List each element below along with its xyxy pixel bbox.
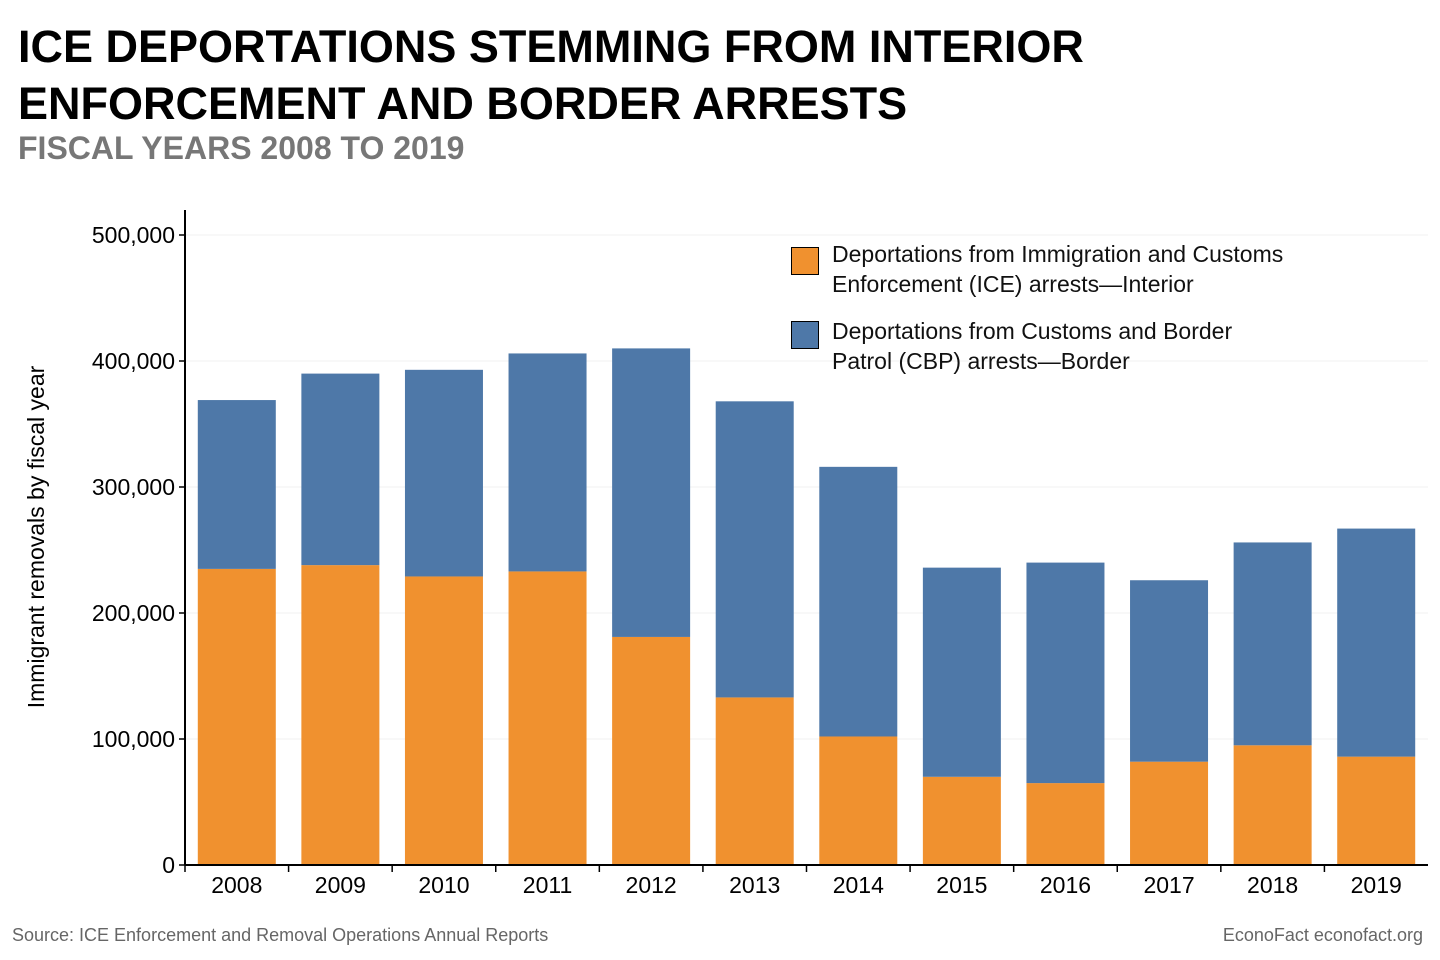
x-tick-label: 2008 <box>211 872 262 898</box>
bar-interior <box>508 571 587 865</box>
bar-interior <box>819 736 898 865</box>
bar-interior <box>301 565 380 865</box>
legend-swatch-border <box>791 321 819 349</box>
bar-interior <box>197 568 276 865</box>
source-note: Source: ICE Enforcement and Removal Oper… <box>12 925 549 945</box>
bar-interior <box>1337 756 1416 865</box>
bar-interior <box>612 636 691 865</box>
y-tick-label: 100,000 <box>92 726 175 752</box>
title-line-1: ICE DEPORTATIONS STEMMING FROM INTERIOR <box>18 21 1084 72</box>
legend-swatch-interior <box>791 247 819 275</box>
chart-subtitle: FISCAL YEARS 2008 TO 2019 <box>18 130 465 166</box>
bar-interior <box>404 576 483 865</box>
bar-border <box>508 353 587 572</box>
bar-border <box>1026 562 1105 784</box>
x-tick-label: 2010 <box>418 872 469 898</box>
y-tick-label: 0 <box>162 852 175 878</box>
y-axis-label: Immigrant removals by fiscal year <box>23 365 49 708</box>
x-tick-label: 2009 <box>315 872 366 898</box>
legend-entry-border: Deportations from Customs and Border Pat… <box>832 316 1392 376</box>
credit: EconoFact econofact.org <box>1222 925 1423 945</box>
bar-interior <box>1233 745 1312 865</box>
bar-border <box>404 369 483 577</box>
chart-title: ICE DEPORTATIONS STEMMING FROM INTERIOR … <box>18 18 1318 132</box>
bar-border <box>1130 580 1209 762</box>
bar-interior <box>922 776 1001 865</box>
x-tick-label: 2013 <box>729 872 780 898</box>
bar-border <box>922 567 1001 777</box>
legend-entry-interior: Deportations from Immigration and Custom… <box>832 239 1392 299</box>
bar-border <box>612 348 691 637</box>
x-tick-label: 2011 <box>523 872 572 898</box>
title-line-2: ENFORCEMENT AND BORDER ARRESTS <box>18 78 908 129</box>
x-tick-label: 2012 <box>626 872 677 898</box>
bar-interior <box>1026 783 1105 865</box>
bar-border <box>1337 528 1416 757</box>
legend-text: Patrol (CBP) arrests—Border <box>832 348 1130 374</box>
y-tick-label: 400,000 <box>92 348 175 374</box>
bar-interior <box>1130 761 1209 865</box>
bar-border <box>1233 542 1312 746</box>
bar-border <box>301 373 380 566</box>
y-tick-label: 200,000 <box>92 600 175 626</box>
legend-text: Enforcement (ICE) arrests—Interior <box>832 271 1194 297</box>
bar-border <box>819 466 898 737</box>
bar-border <box>715 401 794 698</box>
x-tick-label: 2017 <box>1143 872 1194 898</box>
bar-border <box>197 400 276 569</box>
x-tick-label: 2019 <box>1351 872 1402 898</box>
legend-text: Deportations from Immigration and Custom… <box>832 241 1284 267</box>
legend-text: Deportations from Customs and Border <box>832 318 1233 344</box>
x-tick-label: 2014 <box>833 872 884 898</box>
x-tick-label: 2018 <box>1247 872 1298 898</box>
bar-interior <box>715 697 794 865</box>
x-tick-label: 2015 <box>936 872 987 898</box>
y-tick-label: 500,000 <box>92 222 175 248</box>
y-tick-label: 300,000 <box>92 474 175 500</box>
x-tick-label: 2016 <box>1040 872 1091 898</box>
